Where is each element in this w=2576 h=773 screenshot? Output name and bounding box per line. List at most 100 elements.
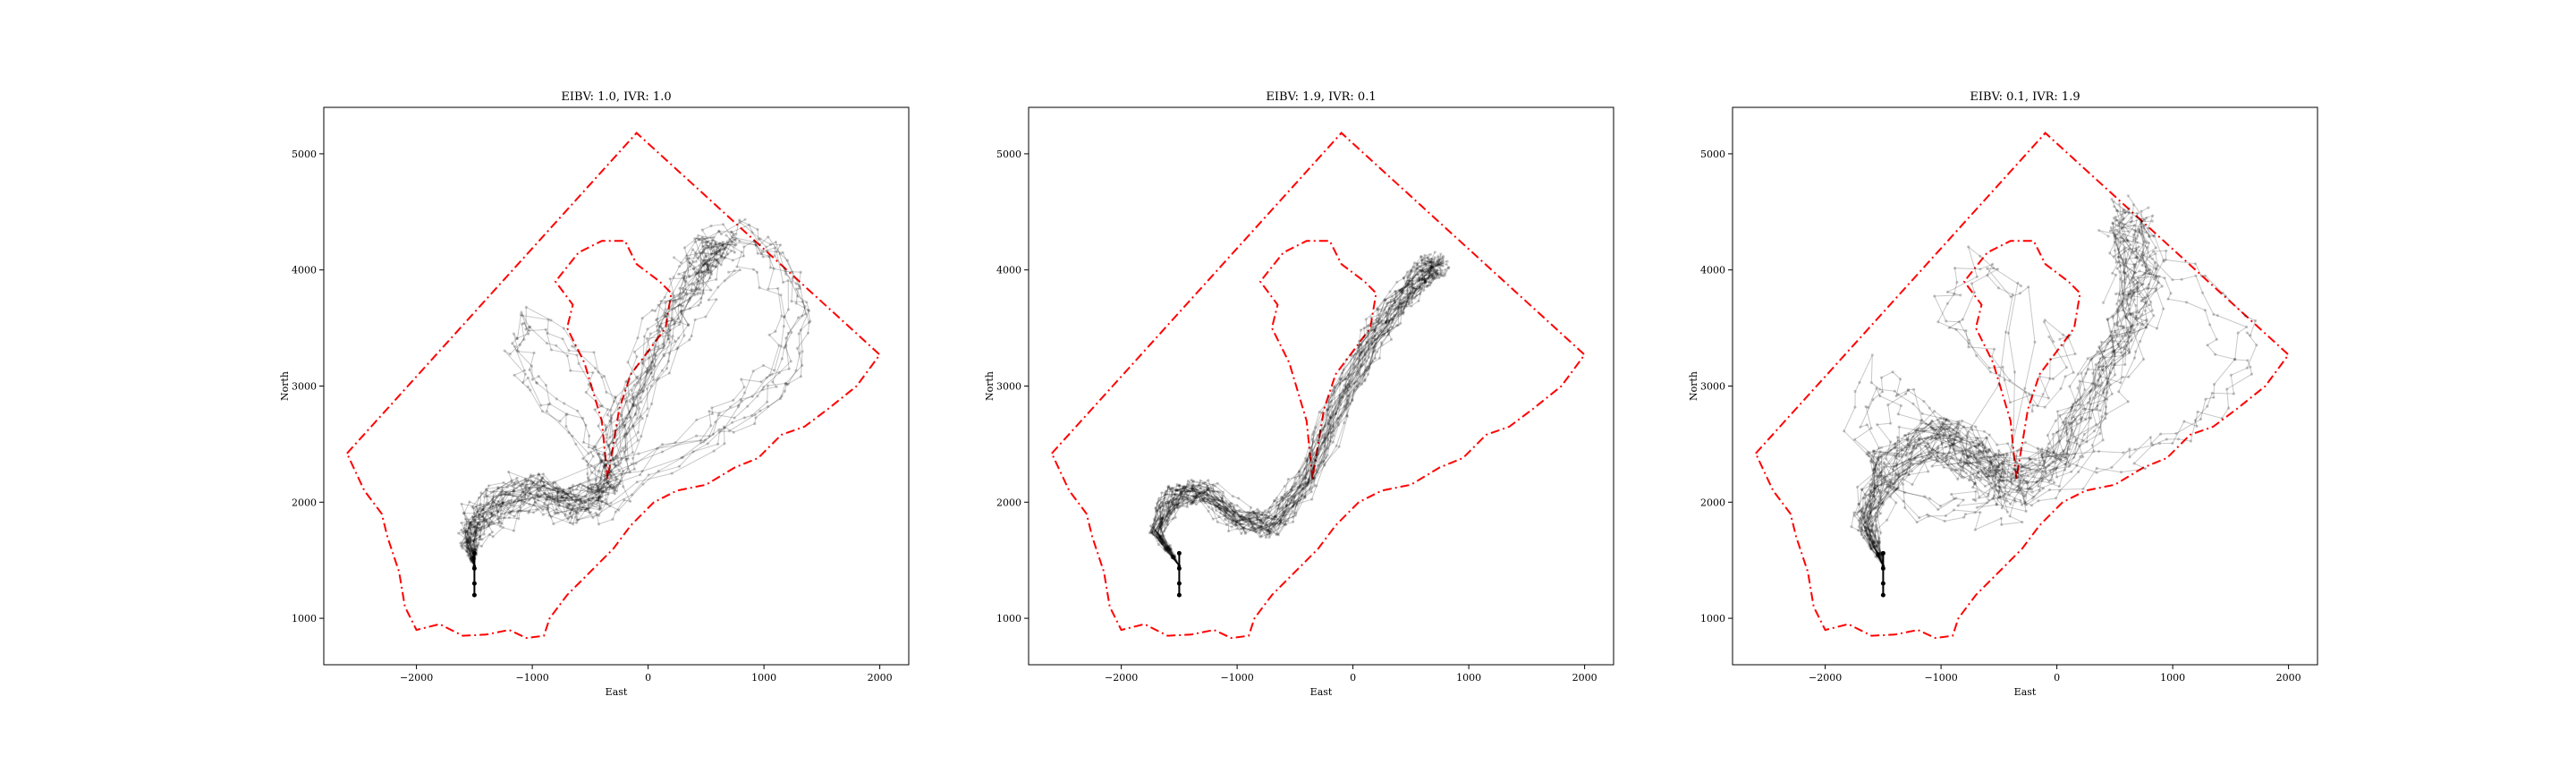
trajectory-point (1982, 429, 1987, 433)
trajectory-point (1376, 320, 1379, 324)
trajectory-point (751, 370, 755, 373)
trajectory-point (479, 519, 482, 522)
y-axis-label: North (1688, 371, 1699, 401)
trajectory-point (2117, 344, 2121, 348)
trajectory-point (1947, 439, 1951, 443)
trajectory-point (1260, 535, 1264, 539)
trajectory-point (2143, 240, 2147, 243)
trajectory-point (1286, 478, 1290, 481)
trajectory-point (2140, 283, 2144, 286)
trajectory-point (700, 269, 704, 274)
trajectory-point (1421, 275, 1426, 278)
trajectory-point (694, 286, 698, 290)
trajectory-point (466, 538, 470, 542)
trajectory-point (1172, 556, 1176, 559)
trajectory-point (1852, 511, 1856, 514)
trajectory-point (1358, 343, 1361, 346)
trajectory-point (461, 541, 464, 545)
trajectory-point (475, 531, 479, 535)
trajectory-point (1893, 389, 1896, 393)
trajectory-point (1410, 296, 1414, 300)
trajectory-point (1891, 370, 1894, 374)
trajectory-point (590, 502, 594, 505)
trajectory-point (1351, 399, 1354, 403)
trajectory-point (1927, 442, 1930, 446)
trajectory-point (1172, 510, 1175, 514)
trajectory-point (473, 520, 478, 524)
trajectory-point (2054, 419, 2057, 422)
trajectory-point (1985, 436, 1988, 439)
trajectory-point (2029, 504, 2033, 507)
trajectory-point (701, 251, 706, 254)
trajectory-point (688, 298, 691, 302)
trajectory-point (1352, 382, 1355, 386)
trajectory-point (724, 256, 727, 259)
trajectory-point (2108, 229, 2113, 233)
y-tick-label: 5000 (996, 149, 1021, 160)
trajectory-point (1363, 379, 1367, 383)
trajectory-point (571, 344, 574, 348)
trajectory-point (682, 334, 686, 337)
trajectory-point (478, 527, 481, 531)
island-boundary (554, 240, 673, 480)
trajectory-point (1996, 286, 2000, 290)
trajectory-point (1885, 457, 1888, 461)
trajectory-point (671, 319, 674, 322)
trajectory-line (470, 241, 728, 566)
trajectory-point (694, 254, 698, 258)
trajectory-point (1998, 495, 2002, 498)
trajectory-point (1389, 317, 1394, 320)
trajectory-point (467, 547, 471, 551)
trajectory-point (732, 398, 735, 402)
trajectory-point (620, 397, 623, 401)
trajectory-point (1328, 423, 1332, 428)
trajectory-point (701, 248, 706, 251)
trajectory-point (468, 522, 471, 526)
trajectory-point (1394, 307, 1397, 310)
trajectory-point (1243, 531, 1247, 536)
trajectory-point (463, 522, 467, 527)
trajectory-point (1368, 361, 1372, 365)
trajectory-point (1169, 488, 1173, 491)
start-path-point (1176, 592, 1182, 598)
trajectory-point (512, 529, 516, 532)
trajectory-point (612, 490, 615, 494)
trajectory-point (2133, 271, 2137, 275)
trajectory-point (513, 373, 516, 377)
trajectory-point (674, 301, 677, 304)
trajectory-point (2245, 325, 2249, 329)
trajectory-point (723, 248, 726, 251)
trajectory-point (2132, 462, 2136, 465)
trajectory-point (1416, 266, 1419, 269)
trajectory-point (627, 427, 631, 430)
trajectory-point (468, 521, 471, 524)
trajectory-line (463, 247, 724, 566)
trajectory-point (2123, 208, 2126, 212)
trajectory-line (1162, 268, 1450, 566)
trajectory-point (1295, 502, 1299, 505)
trajectory-point (711, 412, 715, 415)
trajectory-point (1304, 459, 1308, 463)
trajectory-point (594, 446, 597, 449)
trajectory-point (1942, 465, 1945, 470)
trajectory-point (1399, 289, 1402, 293)
trajectory-point (1423, 270, 1427, 275)
trajectory-point (626, 457, 630, 461)
trajectory-point (1910, 438, 1913, 442)
trajectory-point (466, 544, 470, 548)
trajectory-point (1424, 279, 1428, 283)
trajectory-point (584, 390, 588, 395)
trajectory-point (2127, 247, 2131, 251)
trajectory-point (635, 480, 639, 484)
trajectory-point (2133, 266, 2137, 269)
trajectory-point (1185, 505, 1189, 509)
trajectory-point (734, 237, 738, 241)
trajectory-point (632, 467, 637, 471)
trajectory-point (1359, 374, 1362, 378)
trajectory-point (1191, 479, 1195, 483)
trajectory-point (1179, 492, 1182, 496)
trajectory-point (1180, 491, 1183, 495)
trajectory-point (472, 524, 477, 529)
trajectory-point (2066, 336, 2070, 339)
trajectory-point (2236, 331, 2240, 335)
